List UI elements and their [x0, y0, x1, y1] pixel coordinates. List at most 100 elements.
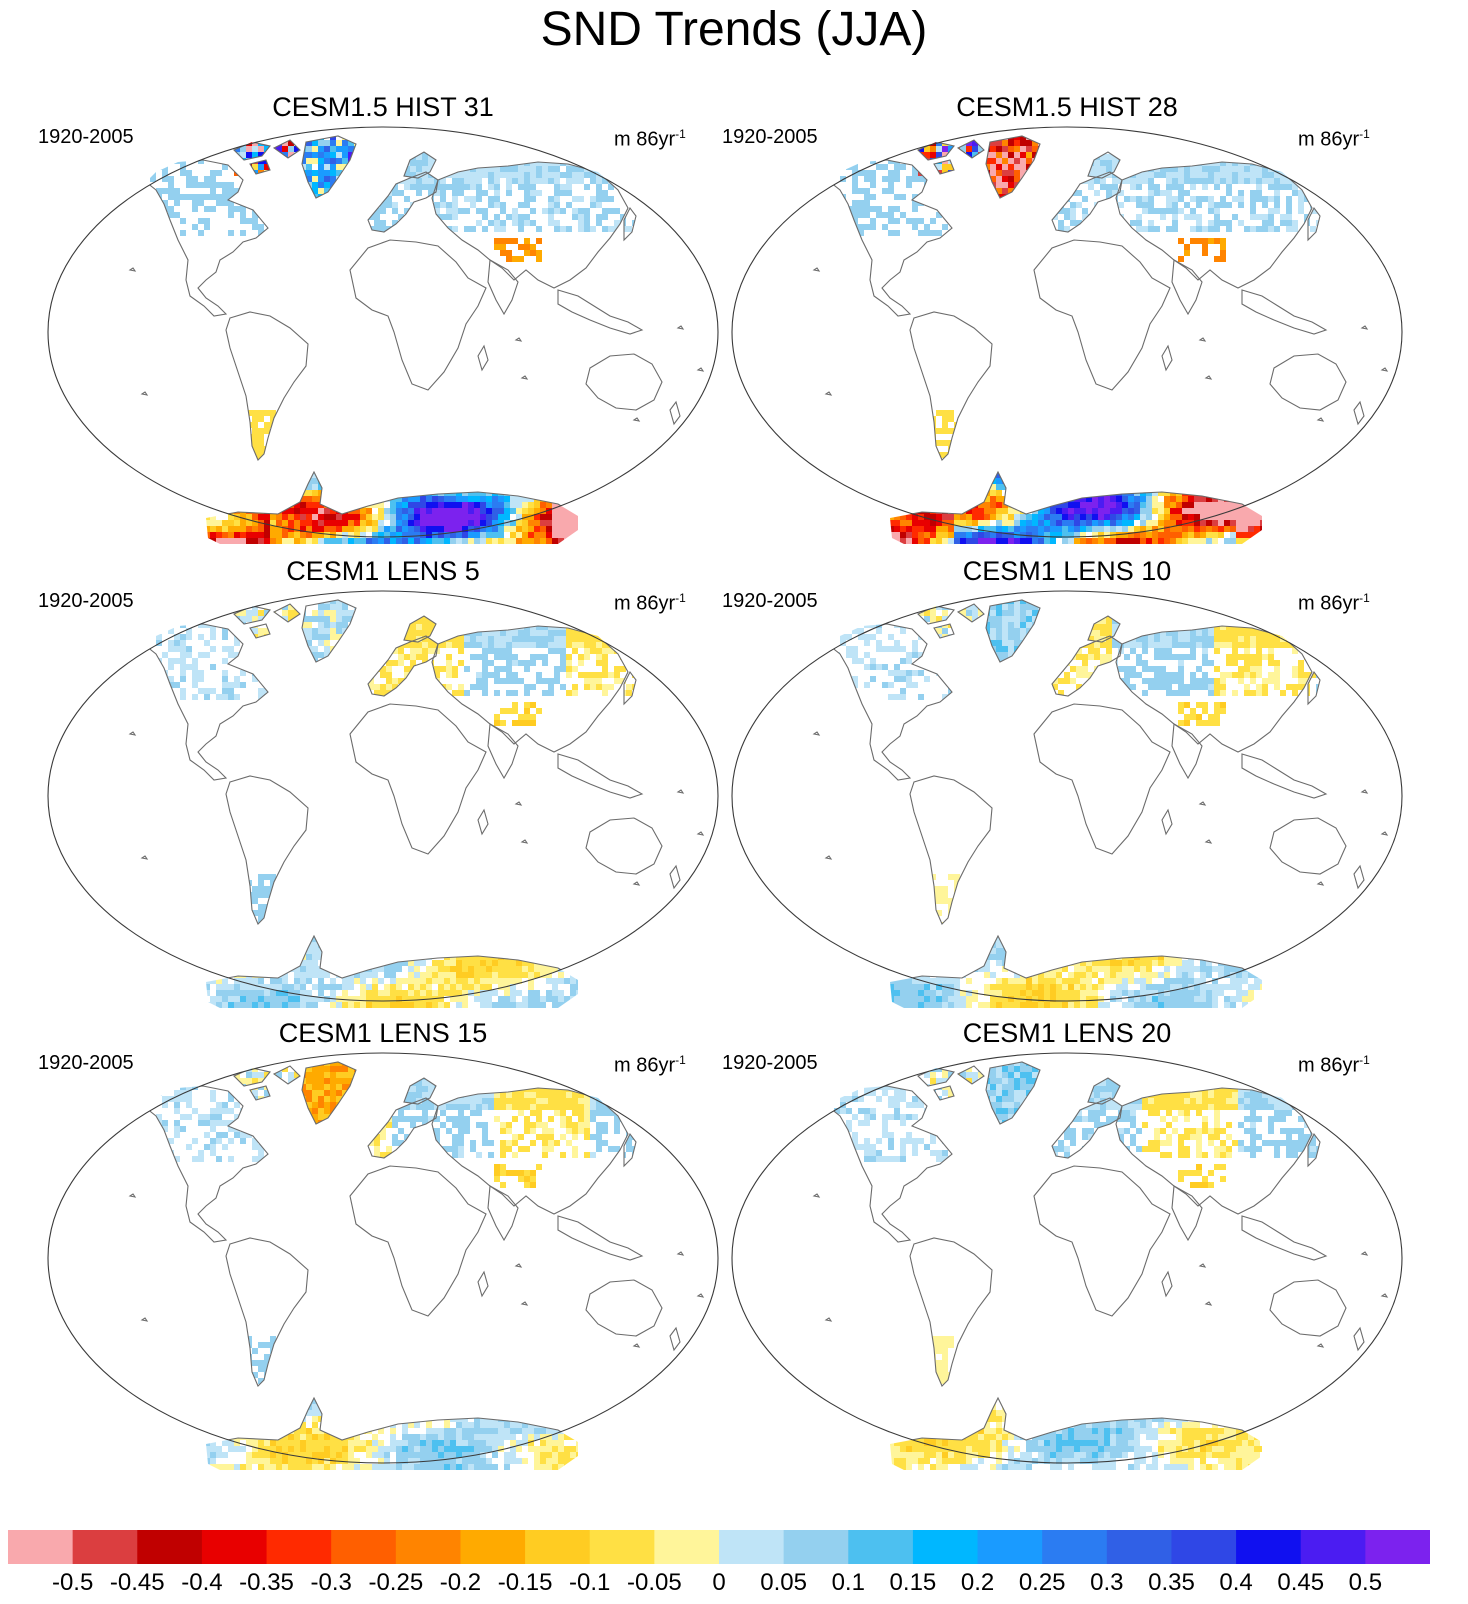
grid-cell	[888, 526, 894, 532]
grid-cell	[1214, 256, 1220, 262]
grid-cell	[996, 538, 1002, 544]
grid-cell	[524, 660, 530, 666]
grid-cell	[1232, 166, 1238, 172]
grid-cell	[366, 984, 372, 990]
grid-cell	[1292, 172, 1298, 178]
grid-cell	[1184, 166, 1190, 172]
grid-cell	[576, 526, 582, 532]
grid-cell	[608, 226, 614, 232]
grid-cell	[378, 502, 384, 508]
grid-cell	[410, 630, 416, 636]
coastline-island	[128, 267, 137, 272]
grid-cell	[1110, 496, 1116, 502]
grid-cell	[626, 612, 632, 618]
grid-cell	[312, 526, 318, 532]
grid-cell	[476, 208, 482, 214]
grid-cell	[306, 484, 312, 490]
grid-cell	[264, 1002, 270, 1008]
grid-cell	[542, 660, 548, 666]
grid-cell	[1262, 220, 1268, 226]
grid-cell	[204, 1002, 210, 1008]
grid-cell	[1194, 532, 1200, 538]
grid-cell	[252, 218, 258, 224]
grid-cell	[428, 184, 434, 190]
grid-cell	[576, 514, 582, 520]
grid-cell	[1044, 526, 1050, 532]
grid-cell	[446, 184, 452, 190]
grid-cell	[522, 526, 528, 532]
grid-cell	[522, 972, 528, 978]
grid-cell	[948, 416, 954, 422]
grid-cell	[1250, 190, 1256, 196]
grid-cell	[234, 682, 240, 688]
coastline-island	[140, 855, 149, 860]
grid-cell	[252, 910, 258, 916]
grid-cell	[632, 184, 638, 190]
grid-cell	[294, 532, 300, 538]
panel-years: 1920-2005	[722, 590, 818, 612]
grid-cell	[620, 618, 626, 624]
grid-cell	[1038, 532, 1044, 538]
grid-cell	[380, 690, 386, 696]
grid-cell	[270, 996, 276, 1002]
grid-cell	[590, 618, 596, 624]
grid-cell	[342, 146, 348, 152]
grid-cell	[888, 508, 894, 514]
grid-cell	[978, 508, 984, 514]
grid-cell	[942, 538, 948, 544]
grid-cell	[500, 226, 506, 232]
grid-cell	[312, 532, 318, 538]
grid-cell	[408, 502, 414, 508]
grid-cell	[1236, 532, 1242, 538]
grid-cell	[596, 178, 602, 184]
grid-cell	[1136, 214, 1142, 220]
grid-cell	[222, 526, 228, 532]
grid-cell	[1014, 146, 1020, 152]
grid-cell	[1050, 532, 1056, 538]
grid-cell	[1008, 182, 1014, 188]
grid-cell	[432, 972, 438, 978]
grid-cell	[1238, 148, 1244, 154]
grid-cell	[996, 164, 1002, 170]
grid-cell	[510, 1002, 516, 1008]
grid-cell	[246, 538, 252, 544]
grid-cell	[446, 214, 452, 220]
grid-cell	[516, 978, 522, 984]
grid-cell	[420, 972, 426, 978]
grid-cell	[414, 520, 420, 526]
grid-cell	[366, 508, 372, 514]
grid-cell	[386, 202, 392, 208]
grid-cell	[590, 172, 596, 178]
grid-cell	[870, 182, 876, 188]
grid-cell	[584, 154, 590, 160]
grid-cell	[542, 636, 548, 642]
grid-cell	[966, 538, 972, 544]
grid-cell	[162, 164, 168, 170]
grid-cell	[1106, 184, 1112, 190]
grid-cell	[342, 158, 348, 164]
grid-cell	[534, 502, 540, 508]
grid-cell	[1178, 238, 1184, 244]
grid-cell	[1076, 220, 1082, 226]
grid-cell	[984, 520, 990, 526]
grid-cell	[614, 666, 620, 672]
grid-cell	[336, 634, 342, 640]
coastline-europe	[367, 635, 439, 697]
grid-cell	[1262, 202, 1268, 208]
grid-cell	[518, 256, 524, 262]
grid-cell	[626, 618, 632, 624]
grid-cell	[560, 208, 566, 214]
world-map	[731, 590, 1403, 1008]
grid-cell	[924, 514, 930, 520]
grid-cell	[504, 996, 510, 1002]
grid-cell	[198, 230, 204, 236]
grid-cell	[300, 502, 306, 508]
grid-cell	[524, 714, 530, 720]
grid-cell	[420, 508, 426, 514]
grid-cell	[434, 642, 440, 648]
grid-cell	[1248, 538, 1254, 544]
grid-cell	[990, 538, 996, 544]
grid-cell	[516, 972, 522, 978]
grid-cell	[978, 520, 984, 526]
grid-cell	[1008, 538, 1014, 544]
